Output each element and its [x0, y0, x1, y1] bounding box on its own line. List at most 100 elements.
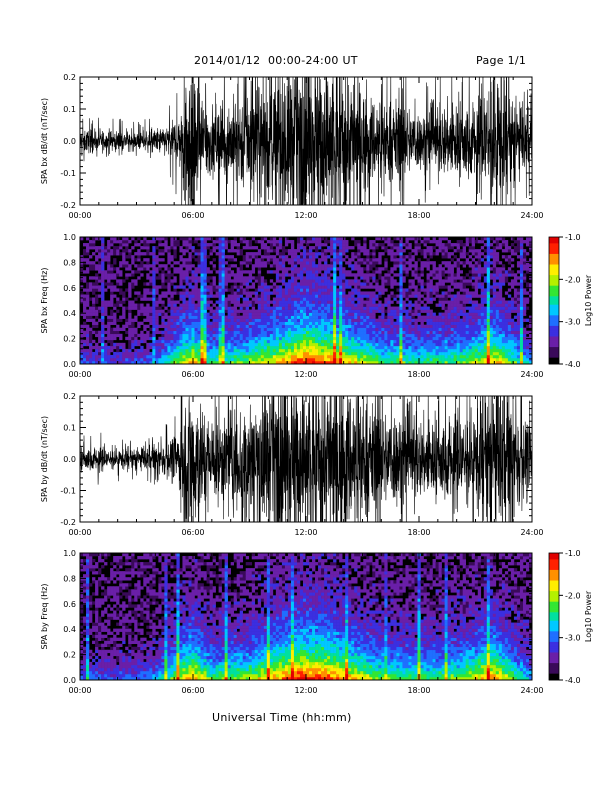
- colorbar-segment: [549, 241, 559, 244]
- colorbar-segment: [549, 313, 559, 316]
- y-tick-label: 0.0: [63, 676, 76, 685]
- colorbar-segment: [549, 353, 559, 356]
- by-waveform: 00:00 06:00 12:00 18:00 24:00 0.2 0.1 0.0 -0.1 -0…: [40, 392, 544, 537]
- colorbar-segment: [549, 315, 559, 318]
- x-tick-label: 00:00: [68, 211, 91, 220]
- y-tick-label: 1.0: [63, 549, 76, 558]
- colorbar-segment: [549, 663, 559, 666]
- colorbar-frame: [548, 552, 560, 681]
- by-spectrogram: 00:00 06:00 12:00 18:00 24:00 1.0 0.8 0.6 0.4 0.2…: [40, 549, 544, 695]
- colorbar-segment: [549, 559, 559, 562]
- colorbar-segment: [549, 275, 559, 278]
- colorbar-segment: [549, 572, 559, 575]
- colorbar-segment: [549, 603, 559, 607]
- colorbar-segment: [549, 334, 559, 337]
- colorbar-segment: [549, 580, 559, 584]
- colorbar-segment: [549, 357, 559, 361]
- x-tick-label: 12:00: [294, 686, 317, 695]
- waveform-trace: [80, 396, 532, 522]
- colorbar-segment: [549, 279, 559, 282]
- x-tick-label: 06:00: [181, 686, 204, 695]
- colorbar-segment: [549, 624, 559, 628]
- colorbar: -1.0 -2.0 -3.0 -4.0 Log10 Power: [548, 549, 593, 685]
- colorbar-segment: [549, 283, 559, 287]
- colorbar-segment: [549, 361, 559, 365]
- y-tick-label: 1.0: [63, 233, 76, 242]
- colorbar-segment: [549, 249, 559, 253]
- colorbar-segment: [549, 673, 559, 677]
- colorbar-segment: [549, 597, 559, 600]
- colorbar-segment: [549, 622, 559, 626]
- colorbar-segment: [549, 669, 559, 672]
- colorbar-tick-label: -4.0: [565, 676, 581, 685]
- colorbar-segment: [549, 306, 559, 310]
- x-tick-label: 24:00: [520, 528, 543, 537]
- colorbar-segment: [549, 586, 559, 590]
- colorbar-segment: [549, 338, 559, 342]
- colorbar-tick-label: -2.0: [565, 275, 581, 284]
- colorbar-segment: [549, 654, 559, 658]
- colorbar-segment: [549, 302, 559, 306]
- colorbar-segment: [549, 629, 559, 632]
- colorbar-tick-label: -1.0: [565, 549, 581, 558]
- colorbar-segment: [549, 633, 559, 636]
- colorbar-segment: [549, 610, 559, 613]
- plot-frame: [79, 76, 533, 206]
- colorbar-tick-label: -1.0: [565, 233, 581, 242]
- y-tick-label: -0.1: [60, 169, 76, 178]
- colorbar-tick-label: -3.0: [565, 318, 581, 327]
- colorbar-segment: [549, 578, 559, 581]
- x-tick-label: 24:00: [520, 211, 543, 220]
- colorbar-segment: [549, 631, 559, 634]
- colorbar-segment: [549, 650, 559, 653]
- spectrogram-cells: [80, 237, 533, 365]
- x-tick-label: 00:00: [68, 370, 91, 379]
- x-tick-label: 18:00: [407, 370, 430, 379]
- colorbar-segment: [549, 620, 559, 624]
- colorbar-segment: [549, 317, 559, 320]
- colorbar-segment: [549, 563, 559, 567]
- colorbar-segment: [549, 262, 559, 265]
- colorbar-segment: [549, 591, 559, 594]
- colorbar-segment: [549, 627, 559, 630]
- colorbar-segment: [549, 569, 559, 573]
- colorbar-segment: [549, 311, 559, 314]
- colorbar-segment: [549, 340, 559, 344]
- y-tick-label: 0.6: [63, 600, 76, 609]
- x-tick-label: 00:00: [68, 528, 91, 537]
- colorbar-segment: [549, 599, 559, 603]
- colorbar-tick-label: -4.0: [565, 360, 581, 369]
- colorbar-segment: [549, 237, 559, 240]
- colorbar-segment: [549, 323, 559, 327]
- colorbar-segment: [549, 351, 559, 354]
- x-tick-label: 24:00: [520, 370, 543, 379]
- x-tick-label: 18:00: [407, 686, 430, 695]
- colorbar-segment: [549, 675, 559, 679]
- colorbar-segment: [549, 245, 559, 248]
- plot-frame: [79, 395, 533, 523]
- colorbar-segment: [549, 321, 559, 325]
- colorbar-segment: [549, 349, 559, 352]
- colorbar-segment: [549, 665, 559, 668]
- colorbar-segment: [549, 616, 559, 620]
- colorbar-segment: [549, 582, 559, 586]
- y-tick-label: 0.4: [63, 309, 76, 318]
- colorbar-segment: [549, 294, 559, 297]
- y-tick-label: 0.2: [63, 335, 76, 344]
- colorbar-segment: [549, 618, 559, 622]
- colorbar-segment: [549, 332, 559, 335]
- colorbar-segment: [549, 637, 559, 641]
- colorbar-segment: [549, 658, 559, 662]
- y-tick-label: 0.0: [63, 455, 76, 464]
- colorbar-title: Log10 Power: [584, 274, 593, 326]
- y-axis-title: SPA by dB/dt (nT/sec): [40, 416, 49, 502]
- colorbar-segment: [549, 285, 559, 289]
- y-tick-label: 0.2: [63, 73, 76, 82]
- colorbar-segment: [549, 344, 559, 348]
- colorbar-segment: [549, 239, 559, 242]
- x-tick-label: 24:00: [520, 686, 543, 695]
- colorbar-segment: [549, 243, 559, 246]
- y-tick-label: -0.2: [60, 201, 76, 210]
- colorbar-segment: [549, 268, 559, 272]
- colorbar-segment: [549, 605, 559, 609]
